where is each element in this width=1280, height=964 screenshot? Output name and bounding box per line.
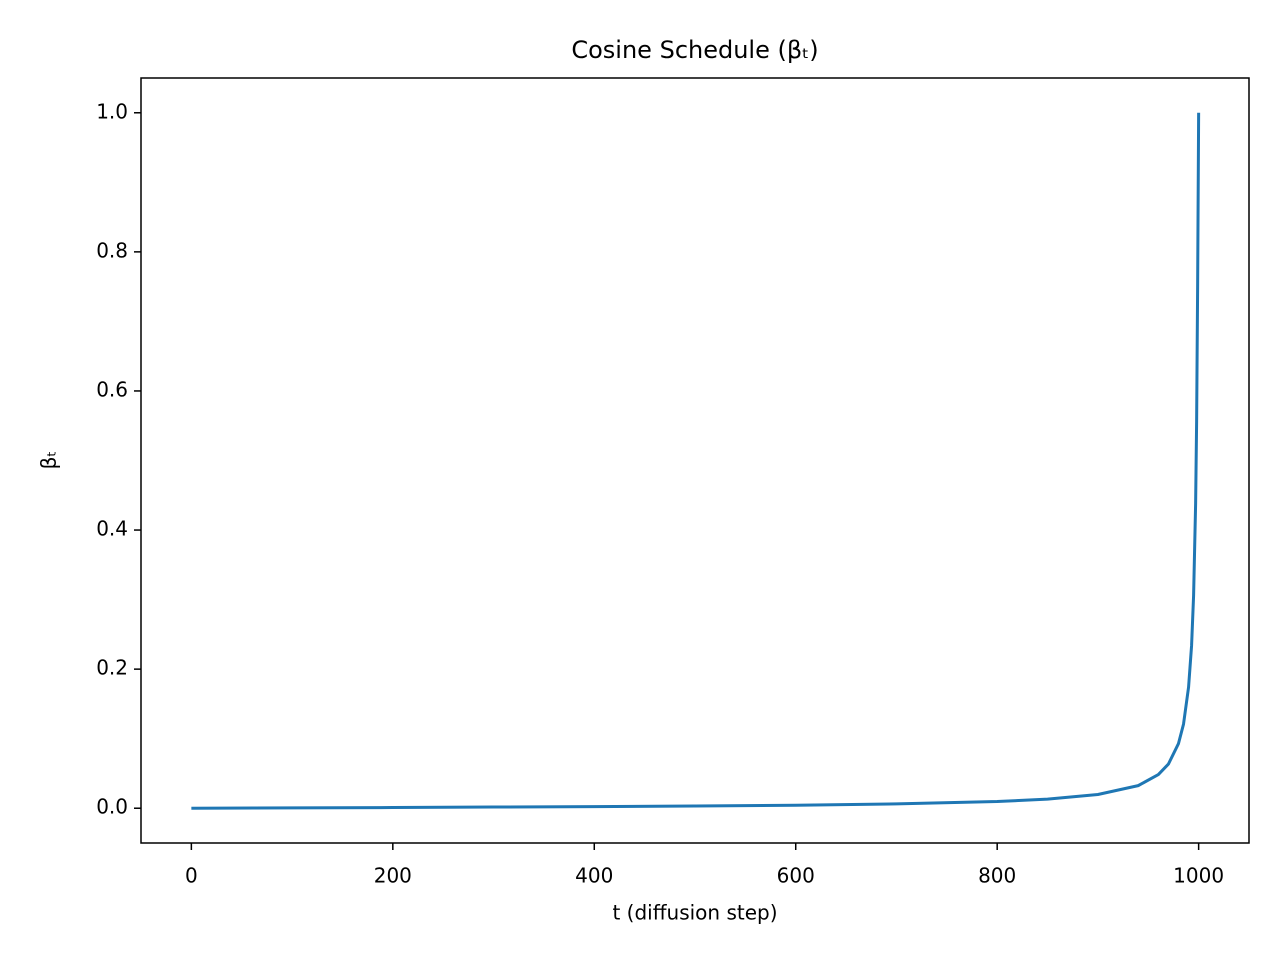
x-tick-label: 600 bbox=[777, 864, 815, 888]
x-tick-label: 800 bbox=[978, 864, 1016, 888]
y-tick-label: 0.8 bbox=[96, 238, 128, 262]
x-axis-label: t (diffusion step) bbox=[612, 901, 777, 925]
chart-title: Cosine Schedule (βₜ) bbox=[571, 36, 818, 64]
y-axis-label: βₜ bbox=[37, 451, 61, 470]
y-tick-label: 0.4 bbox=[96, 517, 128, 541]
y-tick-label: 0.6 bbox=[96, 377, 128, 401]
x-tick-label: 400 bbox=[575, 864, 613, 888]
x-tick-label: 1000 bbox=[1173, 864, 1224, 888]
y-tick-label: 0.0 bbox=[96, 795, 128, 819]
x-tick-label: 200 bbox=[374, 864, 412, 888]
line bbox=[191, 112, 1201, 810]
y-tick-label: 0.2 bbox=[96, 656, 128, 680]
y-tick-label: 1.0 bbox=[96, 99, 128, 123]
x-tick-label: 0 bbox=[185, 864, 198, 888]
plot-frame bbox=[140, 77, 1250, 844]
